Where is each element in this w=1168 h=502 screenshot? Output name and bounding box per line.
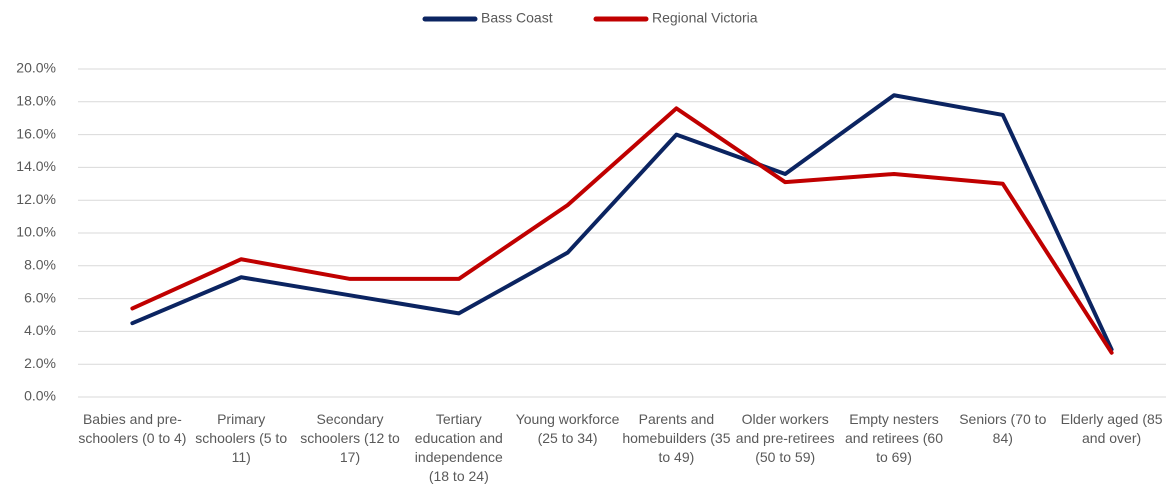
x-tick-label: Tertiary education and independence (18 … <box>414 411 503 484</box>
x-tick-label: Young workforce (25 to 34) <box>515 411 620 446</box>
legend-label: Regional Victoria <box>652 10 758 26</box>
y-tick-label: 20.0% <box>16 60 56 76</box>
legend-label: Bass Coast <box>481 10 553 26</box>
y-tick-label: 8.0% <box>24 257 56 273</box>
y-tick-label: 12.0% <box>16 191 56 207</box>
x-tick-label: Older workers and pre-retirees (50 to 59… <box>735 411 835 465</box>
y-tick-label: 10.0% <box>16 224 56 240</box>
y-tick-label: 14.0% <box>16 158 56 174</box>
series-line <box>130 106 1114 355</box>
x-tick-label: Parents and homebuilders (35 to 49) <box>622 411 731 465</box>
y-tick-label: 6.0% <box>24 289 56 305</box>
y-tick-label: 18.0% <box>16 93 56 109</box>
x-tick-label: Elderly aged (85 and over) <box>1060 411 1163 446</box>
x-tick-label: Empty nesters and retirees (60 to 69) <box>844 411 944 465</box>
y-tick-label: 2.0% <box>24 355 56 371</box>
series-line <box>130 93 1114 352</box>
x-tick-label: Babies and pre-schoolers (0 to 4) <box>78 411 187 446</box>
y-tick-label: 4.0% <box>24 322 56 338</box>
x-tick-label: Primary schoolers (5 to 11) <box>195 411 288 465</box>
x-tick-label: Secondary schoolers (12 to 17) <box>300 411 400 465</box>
y-tick-label: 16.0% <box>16 125 56 141</box>
x-tick-label: Seniors (70 to 84) <box>959 411 1047 446</box>
y-tick-label: 0.0% <box>24 388 56 404</box>
